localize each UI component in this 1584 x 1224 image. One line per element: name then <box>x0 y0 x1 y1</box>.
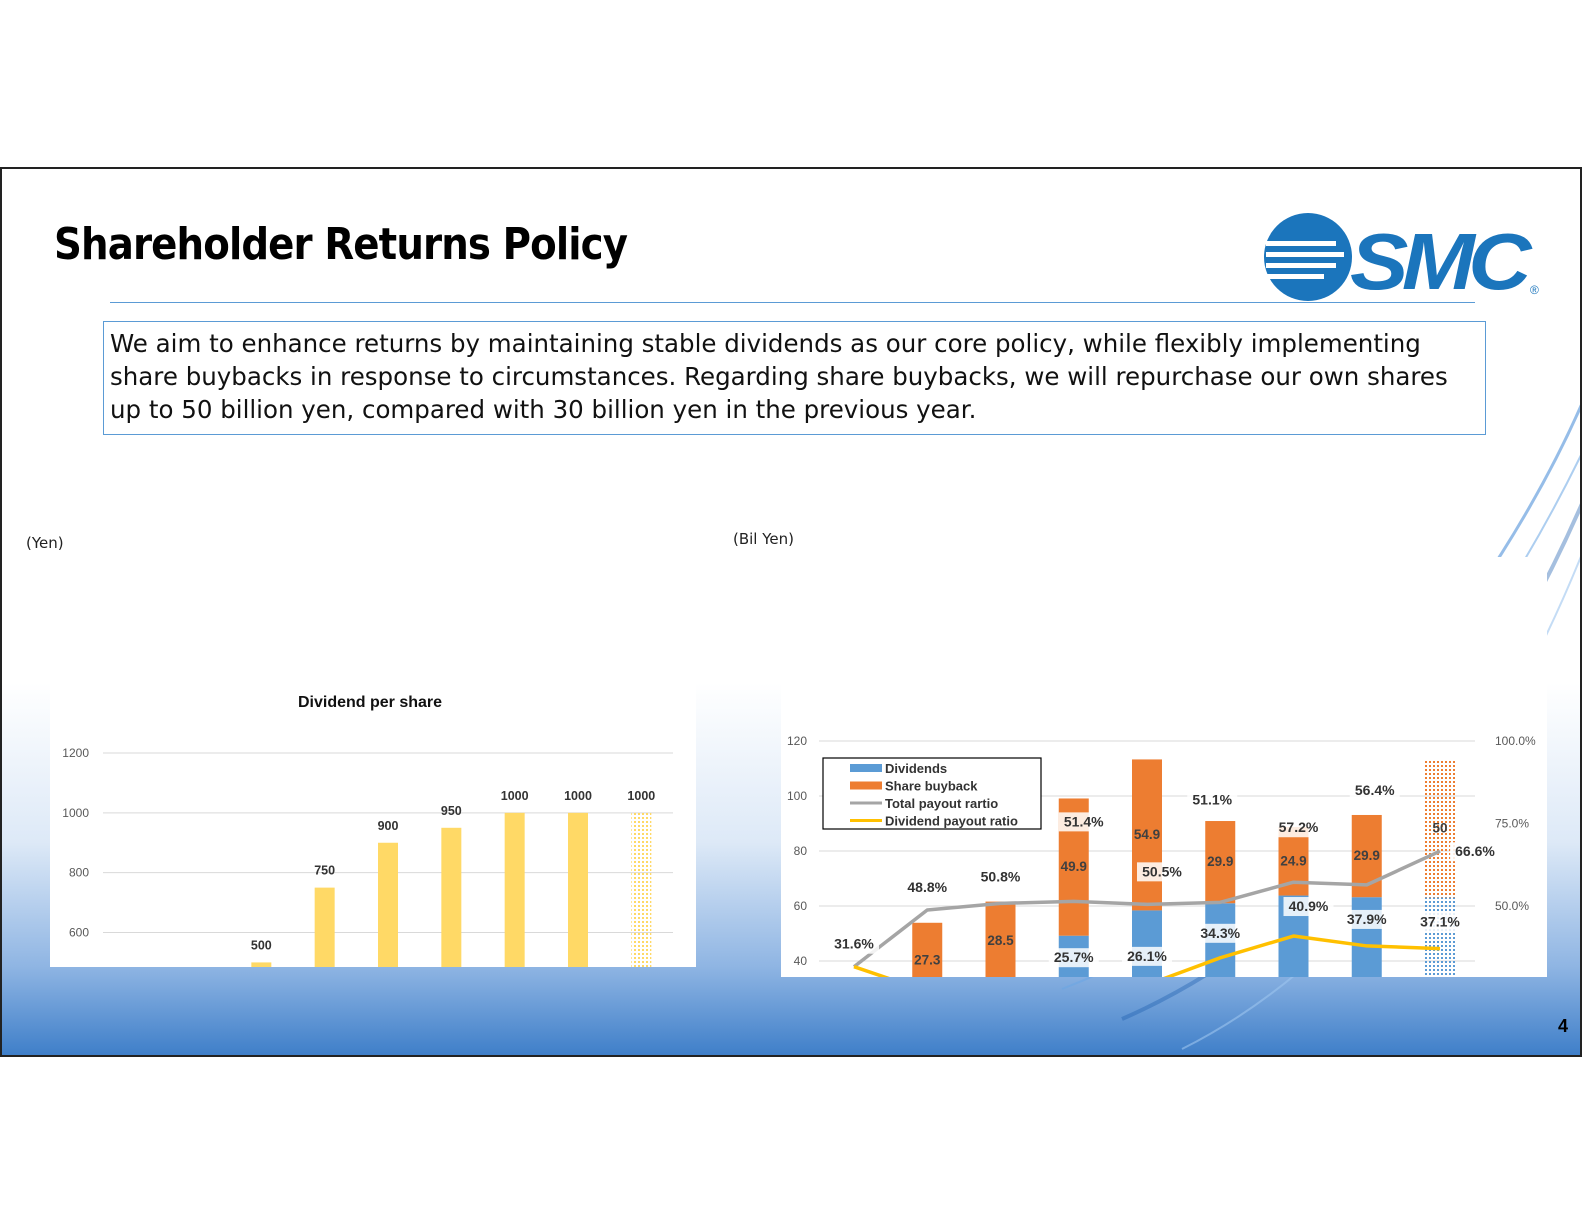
legend-swatch <box>850 781 882 790</box>
legend-label: Dividends <box>885 761 947 776</box>
buyback-value-label: 28.5 <box>987 933 1014 948</box>
label-bg <box>1058 812 1109 832</box>
label-bg <box>1341 909 1392 929</box>
y2-tick-label: 100.0% <box>1495 734 1536 748</box>
label-bg <box>1195 923 1246 943</box>
y-tick-label: 600 <box>69 926 89 940</box>
page-title: Shareholder Returns Policy <box>54 219 628 270</box>
bar-value-label: 950 <box>441 804 462 818</box>
bar-value-label: 750 <box>314 864 335 878</box>
y-tick-label: 40 <box>794 954 808 968</box>
y-tick-label: 80 <box>794 844 808 858</box>
chart1-title: Dividend per share <box>298 694 442 711</box>
buyback-value-label: 27.3 <box>914 952 941 967</box>
bar-value-label: 1000 <box>564 789 592 803</box>
total-payout-line <box>852 849 1441 969</box>
total-payout-label: 66.6% <box>1455 843 1495 859</box>
total-payout-label: 57.2% <box>1279 819 1319 835</box>
dividends-value-label: 63.1 <box>1427 976 1454 977</box>
dividend-payout-label: 37.9% <box>1347 911 1387 927</box>
total-payout-label: 50.8% <box>981 868 1021 884</box>
slide: Shareholder Returns Policy SMC ® We aim … <box>0 167 1582 1057</box>
share-buyback-bar <box>1205 821 1236 904</box>
dividend-per-share-chart: Dividend per share0200400600800100012004… <box>50 557 696 1055</box>
dividends-value-label: 63.2 <box>1354 976 1380 977</box>
label-bg <box>1273 818 1324 838</box>
total-payout-label: 48.8% <box>907 879 947 895</box>
dividend-bar <box>251 962 272 1055</box>
label-bg <box>1415 912 1465 932</box>
total-payout-label: 31.6% <box>834 936 874 952</box>
dividends-bar <box>1351 897 1382 1055</box>
dividend-payout-label: 26.1% <box>1127 948 1167 964</box>
globe-icon <box>1264 213 1352 301</box>
dividend-bar <box>568 812 588 1055</box>
legend-swatch <box>850 764 882 772</box>
share-buyback-bar <box>985 901 1016 980</box>
label-bg <box>1349 780 1400 800</box>
y2-tick-label: 75.0% <box>1495 817 1529 831</box>
bar-value-label: 500 <box>251 938 272 952</box>
share-buyback-bar <box>1132 759 1162 911</box>
dividend-payout-label: 34.3% <box>1200 925 1240 941</box>
y-tick-label: 60 <box>794 899 808 913</box>
share-buyback-bar <box>1425 759 1455 898</box>
buyback-value-label: 49.9 <box>1061 859 1087 874</box>
y-tick-label: 800 <box>69 866 89 880</box>
policy-statement: We aim to enhance returns by maintaining… <box>103 321 1486 435</box>
dividend-payout-label: 40.9% <box>1289 898 1329 914</box>
total-payout-label: 51.1% <box>1192 791 1232 807</box>
dividend-bar <box>631 812 652 1055</box>
dividend-payout-label: 25.7% <box>1054 949 1094 965</box>
label-bg <box>829 934 879 954</box>
logo-text: SMC <box>1350 217 1533 303</box>
label-bg <box>1137 862 1187 882</box>
label-bg <box>1283 897 1334 917</box>
total-payout-label: 56.4% <box>1355 782 1395 798</box>
label-bg <box>1048 948 1099 968</box>
dividends-bar <box>1132 910 1162 1055</box>
y-tick-label: 100 <box>787 789 807 803</box>
bar-value-label: 1000 <box>627 789 655 803</box>
y-tick-label: 1000 <box>62 806 89 820</box>
dividend-payout-label: 37.1% <box>1420 914 1460 930</box>
bar-value-label: 1000 <box>501 789 529 803</box>
title-divider <box>110 302 1475 303</box>
label-bg <box>1187 790 1238 810</box>
bar-value-label: 900 <box>378 819 399 833</box>
y-tick-label: 1200 <box>62 746 89 760</box>
buyback-value-label: 29.9 <box>1354 848 1380 863</box>
label-bg <box>902 877 953 897</box>
total-payout-label: 50.5% <box>1142 863 1182 879</box>
dividend-bar <box>314 887 335 1055</box>
smc-logo: SMC ® <box>1264 213 1539 303</box>
dividend-bar <box>378 842 398 1055</box>
buyback-value-label: 24.9 <box>1280 853 1306 868</box>
y-tick-label: 120 <box>787 734 807 748</box>
buyback-value-label: 54.9 <box>1134 827 1160 842</box>
chart1-unit-label: (Yen) <box>26 534 64 552</box>
buyback-value-label: 50 <box>1432 821 1447 836</box>
legend-label: Dividend payout ratio <box>885 814 1018 829</box>
y2-tick-label: 50.0% <box>1495 899 1529 913</box>
label-bg <box>1450 842 1500 862</box>
shareholder-returns-chart: 0204060801001200.0%25.0%50.0%75.0%100.0%… <box>781 557 1547 1055</box>
dividend-bar <box>504 812 525 1055</box>
chart1-svg: Dividend per share0200400600800100012004… <box>62 694 673 1055</box>
dividends-value-label: 63.8 <box>1280 975 1307 977</box>
legend-label: Total payout rartio <box>885 796 998 811</box>
label-bg <box>1122 946 1172 966</box>
chart2-unit-label: (Bil Yen) <box>733 530 795 548</box>
svg-text:®: ® <box>1530 283 1539 297</box>
buyback-value-label: 0 <box>850 976 858 977</box>
label-bg <box>975 867 1026 887</box>
share-buyback-bar <box>912 922 943 998</box>
dividends-bar <box>1425 897 1455 1055</box>
dividend-bar <box>441 827 462 1055</box>
buyback-value-label: 29.9 <box>1207 854 1233 869</box>
total-payout-label: 51.4% <box>1064 813 1104 829</box>
chart2-svg: 0204060801001200.0%25.0%50.0%75.0%100.0%… <box>787 734 1536 1055</box>
legend-label: Share buyback <box>885 779 978 794</box>
page-number: 4 <box>1557 1016 1568 1036</box>
